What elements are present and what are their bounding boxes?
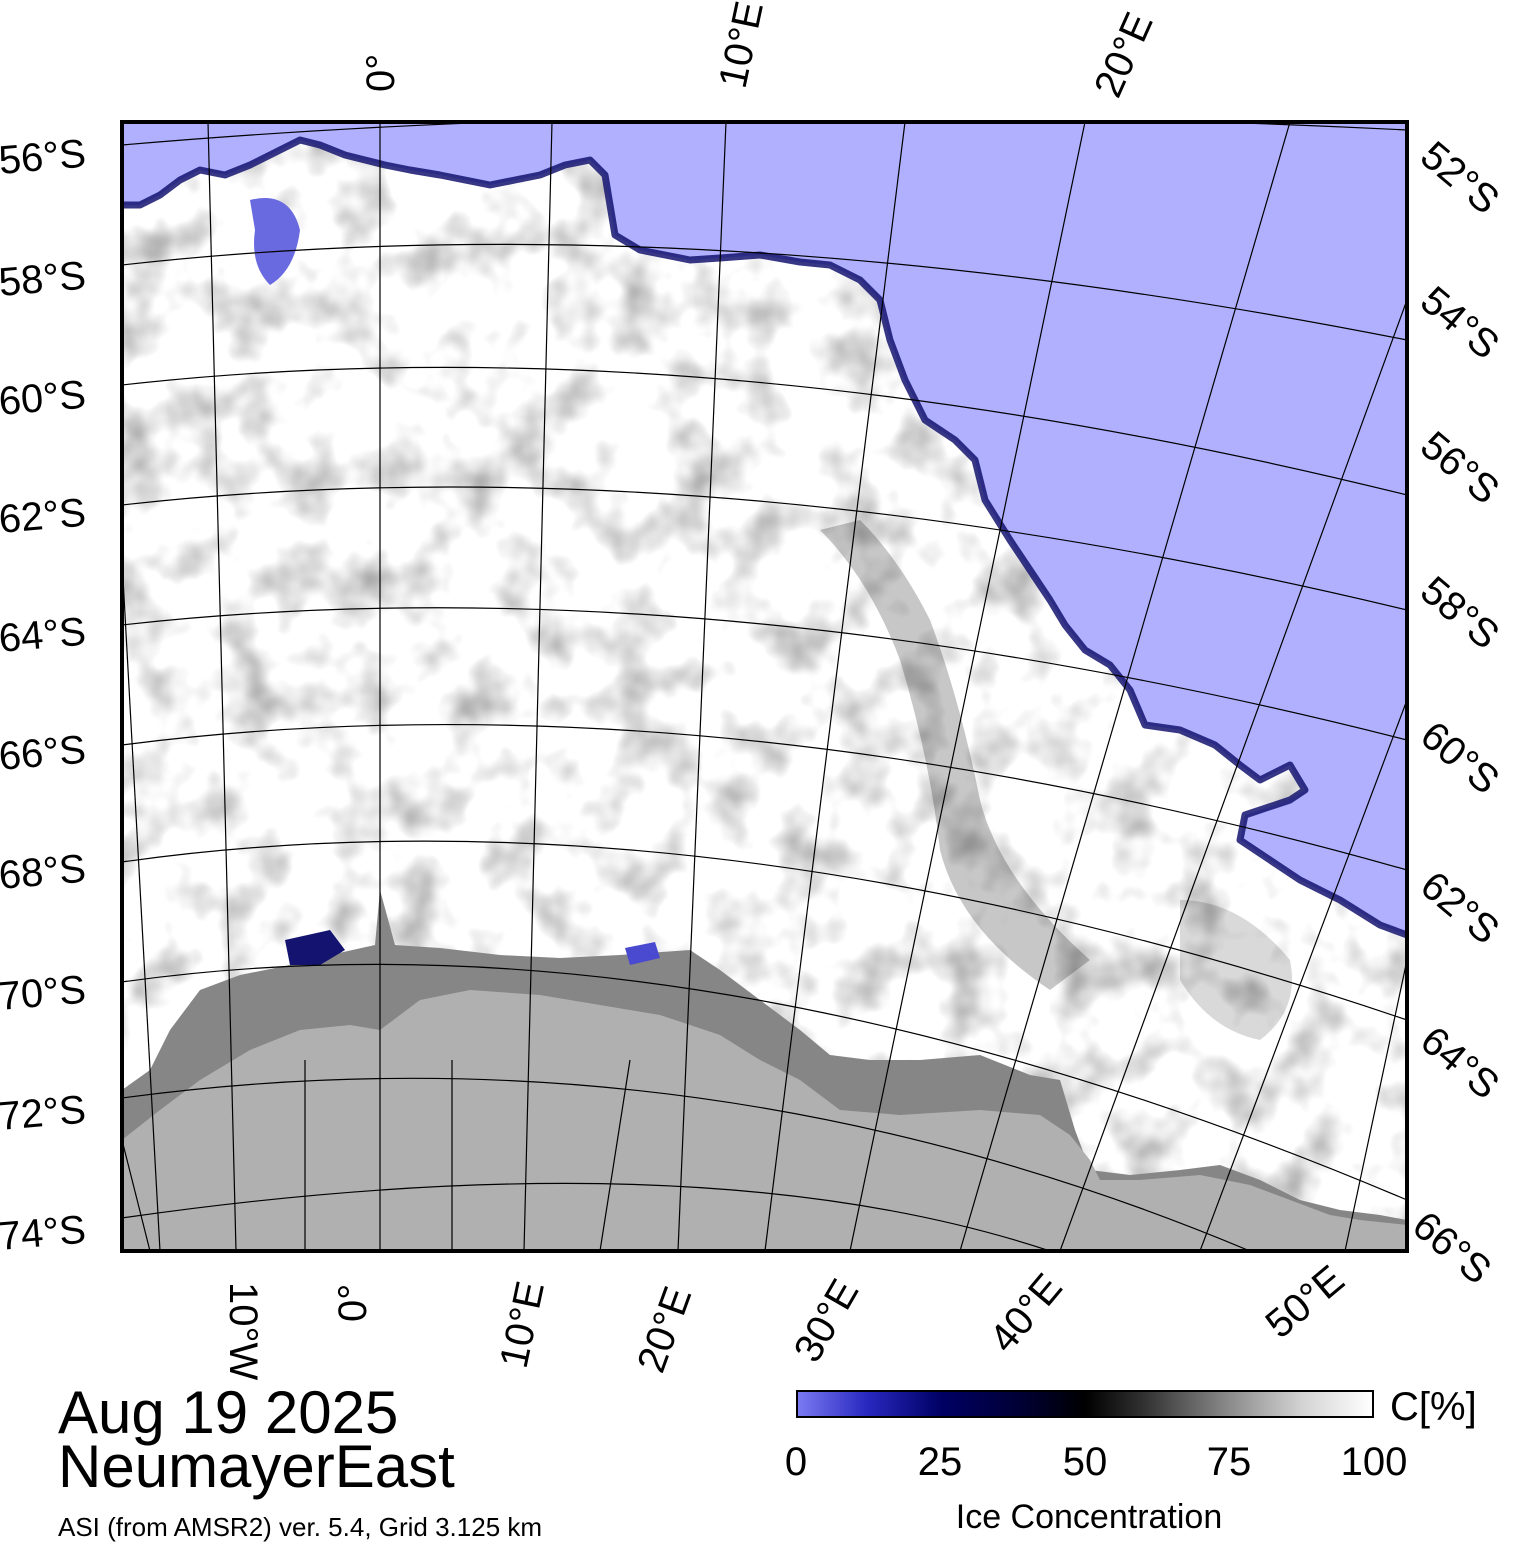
- colorbar-tick: 50: [1062, 1440, 1108, 1484]
- bottom-longitude-labels: 10°W 0° 10°E 20°E 30°E 40°E 50°E: [221, 1257, 1353, 1380]
- lat-label: 52°S: [1412, 133, 1507, 223]
- colorbar-tick: 75: [1206, 1440, 1252, 1484]
- data-source: ASI (from AMSR2) ver. 5.4, Grid 3.125 km: [58, 1512, 543, 1542]
- lat-label: 68°S: [0, 847, 88, 898]
- lat-label: 62°S: [1412, 863, 1507, 953]
- lat-label: 56°S: [1412, 423, 1507, 513]
- region-name: NeumayerEast: [58, 1433, 455, 1500]
- ice-edge-zone: [122, 136, 1407, 939]
- lat-label: 66°S: [0, 728, 88, 779]
- meridian-lines: [122, 122, 1407, 1251]
- lat-label: 58°S: [0, 254, 88, 305]
- colorbar-unit: C[%]: [1390, 1385, 1477, 1429]
- lon-label: 0°: [331, 1284, 375, 1322]
- map-date: Aug 19 2025: [58, 1379, 399, 1446]
- map-frame: [120, 120, 1409, 1253]
- lat-label: 58°S: [1412, 568, 1507, 658]
- right-latitude-labels: 52°S 54°S 56°S 58°S 60°S 62°S 64°S 66°S: [1404, 133, 1507, 1293]
- lat-label: 60°S: [0, 373, 88, 424]
- lon-label: 20°E: [1086, 6, 1162, 104]
- open-water: [122, 122, 1407, 935]
- polynya-northwest: [250, 198, 300, 285]
- coastal-polynya: [625, 942, 660, 965]
- lat-label: 70°S: [0, 968, 88, 1019]
- lon-label: 30°E: [786, 1272, 868, 1369]
- lat-label: 64°S: [0, 610, 88, 661]
- coastal-polynya: [285, 930, 345, 965]
- top-longitude-labels: 0° 10°E 20°E: [359, 0, 1162, 104]
- lon-label: 10°E: [711, 0, 772, 92]
- lat-label: 64°S: [1412, 1018, 1507, 1108]
- colorbar-tick: 100: [1340, 1440, 1408, 1484]
- lat-label: 56°S: [0, 132, 88, 183]
- parallel-lines: [122, 122, 1407, 1251]
- lat-label: 62°S: [0, 491, 88, 542]
- low-concentration-band: [820, 520, 1090, 990]
- lat-label: 66°S: [1404, 1203, 1499, 1293]
- left-latitude-labels: 56°S 58°S 60°S 62°S 64°S 66°S 68°S 70°S …: [0, 132, 88, 1259]
- lon-label: 10°W: [221, 1282, 265, 1380]
- lat-label: 74°S: [0, 1208, 88, 1259]
- lat-label: 54°S: [1412, 278, 1507, 368]
- lon-label: 40°E: [981, 1266, 1071, 1361]
- colorbar-tick: 0: [784, 1440, 808, 1484]
- lon-label: 10°E: [492, 1277, 553, 1371]
- lon-label: 50°E: [1258, 1257, 1353, 1347]
- lon-label: 0°: [359, 54, 403, 92]
- lat-label: 72°S: [0, 1088, 88, 1139]
- low-concentration-patch: [1180, 900, 1292, 1040]
- colorbar: [796, 1390, 1374, 1418]
- lat-label: 60°S: [1412, 713, 1507, 803]
- colorbar-title: Ice Concentration: [955, 1498, 1223, 1536]
- colorbar-tick: 25: [917, 1440, 963, 1484]
- lon-label: 20°E: [629, 1281, 700, 1378]
